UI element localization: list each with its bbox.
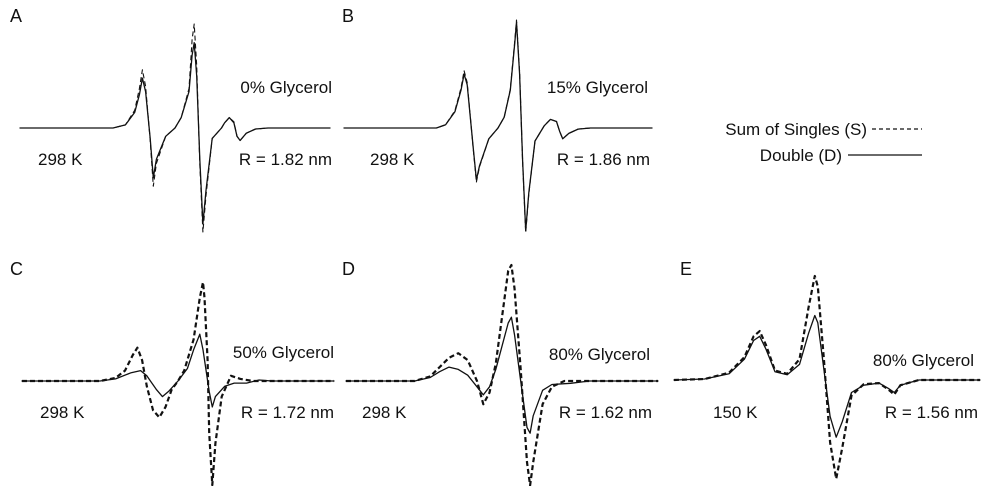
panel-a-sum-of-singles-line — [20, 23, 330, 233]
panel-b-letter: B — [342, 6, 354, 26]
panel-c-double-line — [21, 333, 335, 408]
panel-a-traces — [19, 23, 331, 233]
legend: Sum of Singles (S) Double (D) — [725, 120, 922, 165]
panel-c-letter: C — [10, 259, 23, 279]
panel-b-double-line — [343, 21, 653, 232]
panel-e-distance-label: R = 1.56 nm — [885, 403, 978, 422]
panel-a-letter: A — [10, 6, 22, 26]
panel-c-solvent-label: 50% Glycerol — [233, 343, 334, 362]
panel-e-temperature-label: 150 K — [713, 403, 758, 422]
panel-d-double-line — [345, 316, 659, 434]
panel-b-traces — [343, 19, 653, 234]
legend-double-label: Double (D) — [760, 146, 842, 165]
panel-d-distance-label: R = 1.62 nm — [559, 403, 652, 422]
panel-a-solvent-label: 0% Glycerol — [240, 78, 332, 97]
panel-b-sum-of-singles-line — [344, 19, 652, 234]
panel-b-distance-label: R = 1.86 nm — [557, 150, 650, 169]
legend-sum-label: Sum of Singles (S) — [725, 120, 867, 139]
panel-c-distance-label: R = 1.72 nm — [241, 403, 334, 422]
panel-a: A 0% Glycerol 298 K R = 1.82 nm — [10, 6, 332, 233]
panel-d-traces — [345, 263, 659, 486]
panel-d-temperature-label: 298 K — [362, 403, 407, 422]
panel-c-sum-of-singles-line — [22, 281, 334, 486]
panel-a-temperature-label: 298 K — [38, 150, 83, 169]
panel-e-solvent-label: 80% Glycerol — [873, 351, 974, 370]
panel-e-double-line — [673, 314, 981, 438]
panel-e: E 80% Glycerol 150 K R = 1.56 nm — [673, 259, 981, 480]
panel-c-traces — [21, 281, 335, 486]
panel-b: B 15% Glycerol 298 K R = 1.86 nm — [342, 6, 653, 234]
panel-c: C 50% Glycerol 298 K R = 1.72 nm — [10, 259, 335, 486]
panel-e-sum-of-singles-line — [673, 274, 980, 480]
panel-c-temperature-label: 298 K — [40, 403, 85, 422]
panel-d-letter: D — [342, 259, 355, 279]
panel-e-letter: E — [680, 259, 692, 279]
panel-b-solvent-label: 15% Glycerol — [547, 78, 648, 97]
panel-d: D 80% Glycerol 298 K R = 1.62 nm — [342, 259, 659, 486]
panel-b-temperature-label: 298 K — [370, 150, 415, 169]
panel-d-sum-of-singles-line — [346, 263, 658, 486]
panel-a-double-line — [19, 42, 331, 225]
panel-a-distance-label: R = 1.82 nm — [239, 150, 332, 169]
panel-d-solvent-label: 80% Glycerol — [549, 345, 650, 364]
panel-e-traces — [673, 274, 981, 480]
